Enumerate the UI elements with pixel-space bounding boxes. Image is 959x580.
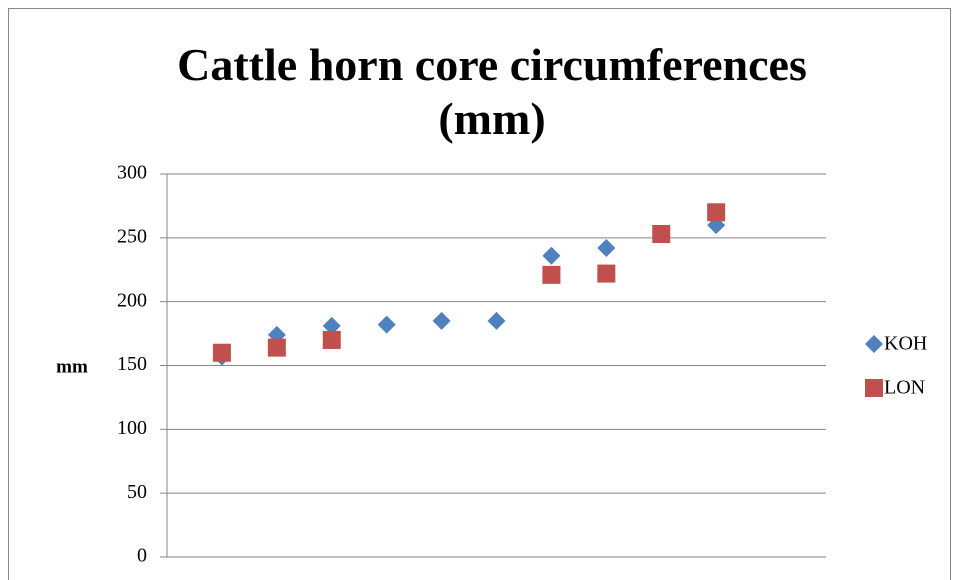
data-point (652, 225, 671, 244)
chart-frame (8, 8, 951, 580)
y-tick-label: 50 (127, 481, 147, 503)
data-point (707, 203, 726, 222)
y-tick-label: 0 (137, 545, 147, 567)
legend-label: KOH (884, 333, 927, 355)
data-point (212, 343, 231, 362)
data-point (542, 265, 561, 284)
y-tick-label: 100 (117, 417, 147, 439)
data-point (487, 311, 506, 330)
data-point (322, 316, 341, 335)
chart-title: Cattle horn core circumferences (mm) (177, 39, 807, 144)
y-tick-label: 250 (117, 225, 147, 247)
y-tick-label: 200 (117, 289, 147, 311)
legend-label: LON (884, 377, 925, 399)
y-axis-label: mm (56, 356, 88, 377)
data-point (377, 315, 396, 334)
data-point (322, 330, 341, 349)
y-tick-label: 150 (117, 353, 147, 375)
legend-marker (865, 335, 883, 353)
data-point (542, 246, 561, 265)
data-point (597, 239, 616, 258)
y-tick-label: 300 (117, 162, 147, 184)
legend-marker (865, 379, 883, 397)
data-point (597, 264, 616, 283)
data-point (432, 311, 451, 330)
data-point (267, 338, 286, 357)
